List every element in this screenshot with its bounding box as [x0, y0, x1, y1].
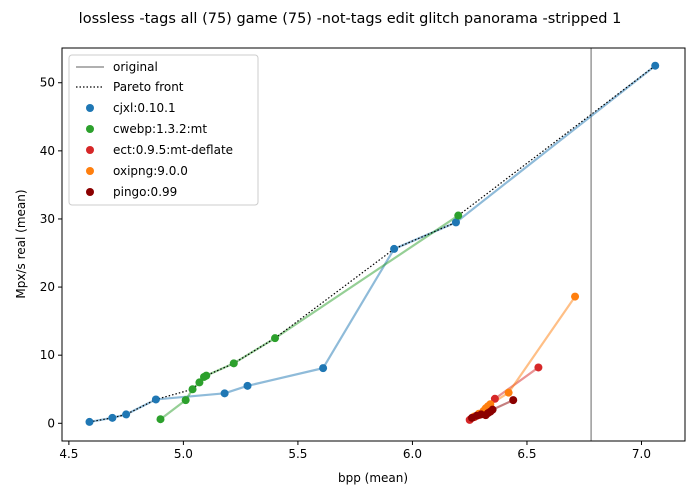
legend-label-1: cwebp:1.3.2:mt — [113, 122, 207, 136]
data-point — [181, 396, 190, 405]
legend-box — [68, 54, 259, 206]
data-point — [571, 292, 580, 301]
data-point — [220, 389, 229, 398]
data-point — [202, 371, 211, 380]
y-tick-label: 50 — [40, 76, 55, 90]
data-point — [488, 405, 497, 414]
data-point — [390, 244, 399, 253]
x-axis: 4.5 5.0 5.5 6.0 6.5 7.0 — [59, 441, 651, 461]
data-point — [534, 363, 543, 372]
y-axis-label: Mpx/s real (mean) — [14, 189, 28, 298]
legend-label-0: cjxl:0.10.1 — [113, 101, 176, 115]
data-point — [108, 413, 117, 422]
legend-marker-1 — [86, 125, 94, 133]
legend-marker-2 — [86, 146, 94, 154]
data-point — [188, 385, 197, 394]
data-point — [85, 417, 94, 426]
x-tick-label: 7.0 — [632, 447, 651, 461]
data-point — [490, 394, 499, 403]
x-tick-label: 6.0 — [403, 447, 422, 461]
y-tick-label: 0 — [47, 416, 55, 430]
data-point — [195, 378, 204, 387]
y-tick-label: 20 — [40, 280, 55, 294]
data-point — [451, 218, 460, 227]
data-point — [271, 334, 280, 343]
legend-original-label: original — [113, 60, 158, 74]
data-point — [651, 61, 660, 70]
legend-marker-4 — [86, 188, 94, 196]
data-point — [319, 364, 328, 373]
plot-area — [85, 48, 660, 441]
data-point — [504, 388, 513, 397]
y-tick-label: 30 — [40, 212, 55, 226]
x-axis-label: bpp (mean) — [338, 471, 408, 485]
data-point — [151, 395, 160, 404]
legend-label-3: oxipng:9.0.0 — [113, 164, 188, 178]
data-point — [156, 415, 165, 424]
data-point — [243, 381, 252, 390]
y-tick-label: 10 — [40, 348, 55, 362]
plot-frame — [61, 47, 686, 442]
legend-marker-3 — [86, 167, 94, 175]
x-tick-label: 6.5 — [517, 447, 536, 461]
y-tick-label: 40 — [40, 144, 55, 158]
data-point — [454, 211, 463, 220]
chart-title: lossless -tags all (75) game (75) -not-t… — [79, 11, 622, 27]
legend-pareto-label: Pareto front — [113, 80, 184, 94]
data-point — [229, 359, 238, 368]
legend-label-2: ect:0.9.5:mt-deflate — [113, 143, 233, 157]
x-tick-label: 4.5 — [59, 447, 78, 461]
legend-label-4: pingo:0.99 — [113, 185, 177, 199]
legend: original Pareto front cjxl:0.10.1 cwebp:1.3… — [68, 54, 259, 206]
legend-marker-0 — [86, 104, 94, 112]
y-axis: 0 10 20 30 40 50 — [40, 76, 62, 430]
x-tick-label: 5.0 — [174, 447, 193, 461]
data-point — [122, 410, 131, 419]
data-point — [509, 396, 518, 405]
x-tick-label: 5.5 — [288, 447, 307, 461]
